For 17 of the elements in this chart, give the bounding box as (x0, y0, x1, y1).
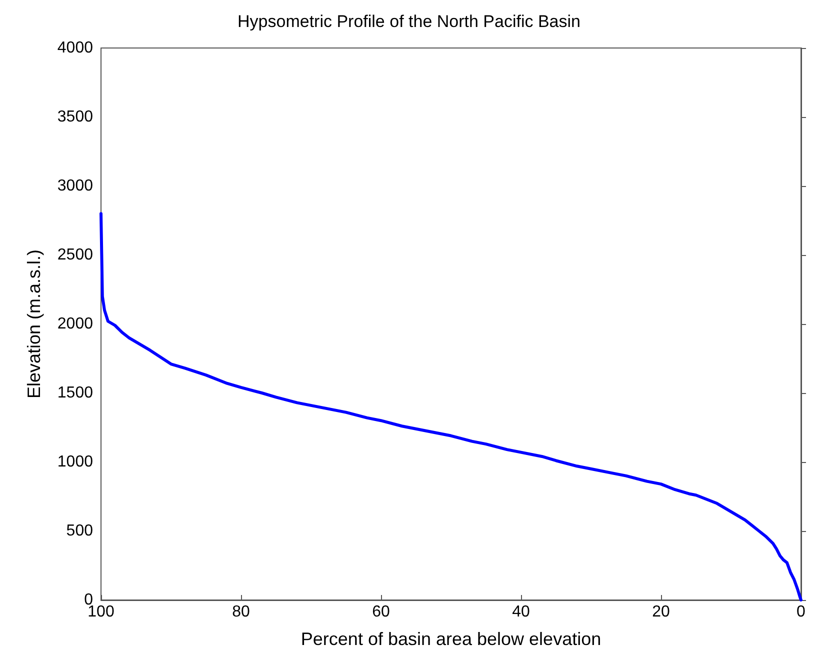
y-tick-label: 2500 (57, 246, 94, 264)
y-tick-label: 2000 (57, 316, 94, 332)
y-tick-label: 3000 (57, 178, 94, 194)
y-tick-label: 1000 (57, 454, 94, 470)
x-tick-label: 60 (372, 604, 390, 620)
chart-title: Hypsometric Profile of the North Pacific Basin (238, 12, 580, 31)
x-axis-title: Percent of basin area below elevation (300, 629, 602, 649)
x-tick-label: 40 (512, 604, 530, 620)
y-axis-title: Elevation (m.a.s.l.) (24, 249, 44, 399)
y-tick-label: 1500 (57, 384, 94, 402)
x-tick-label: 100 (88, 604, 114, 620)
x-tick-label: 20 (652, 604, 670, 620)
y-tick-label: 500 (66, 522, 94, 540)
x-tick-label: 0 (796, 604, 806, 620)
y-tick-label: 4000 (57, 40, 94, 56)
y-tick-label: 3500 (57, 108, 94, 126)
x-tick-label: 80 (232, 604, 250, 620)
